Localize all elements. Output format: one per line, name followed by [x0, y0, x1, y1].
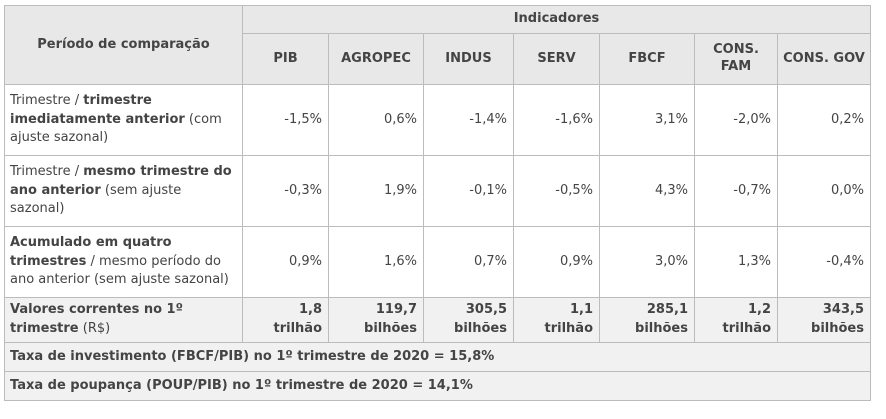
cell-agropec: 119,7 bilhões [328, 297, 424, 343]
cell-indus: -1,4% [423, 84, 514, 156]
column-header-serv: SERV [513, 33, 600, 85]
cell-cons-fam: -0,7% [694, 155, 778, 227]
cell-serv: 1,1 trilhão [513, 297, 600, 343]
table-row: Trimestre / mesmo trimestre do ano anter… [4, 155, 871, 227]
cell-serv: 0,9% [513, 226, 600, 298]
cell-fbcf: 4,3% [599, 155, 695, 227]
column-header-cons-gov: CONS. GOV [777, 33, 871, 85]
column-header-indus: INDUS [423, 33, 514, 85]
cell-cons-gov: -0,4% [777, 226, 871, 298]
investment-rate-note: Taxa de investimento (FBCF/PIB) no 1º tr… [4, 342, 871, 372]
cell-cons-gov: 0,0% [777, 155, 871, 227]
cell-serv: -0,5% [513, 155, 600, 227]
cell-agropec: 1,6% [328, 226, 424, 298]
cell-cons-gov: 343,5 bilhões [777, 297, 871, 343]
cell-pib: 0,9% [242, 226, 329, 298]
cell-cons-fam: 1,3% [694, 226, 778, 298]
period-header: Período de comparação [4, 5, 243, 85]
cell-agropec: 1,9% [328, 155, 424, 227]
savings-rate-row: Taxa de poupança (POUP/PIB) no 1º trimes… [4, 371, 871, 401]
cell-cons-gov: 0,2% [777, 84, 871, 156]
gdp-indicators-table-container: Período de comparação Indicadores PIB AG… [4, 5, 871, 401]
cell-fbcf: 285,1 bilhões [599, 297, 695, 343]
column-header-fbcf: FBCF [599, 33, 695, 85]
column-header-agropec: AGROPEC [328, 33, 424, 85]
cell-indus: 0,7% [423, 226, 514, 298]
indicators-header: Indicadores [242, 5, 871, 34]
table-row: Trimestre / trimestre imediatamente ante… [4, 84, 871, 156]
current-values-row: Valores correntes no 1º trimestre (R$) 1… [4, 297, 871, 343]
row-label: Trimestre / mesmo trimestre do ano anter… [4, 155, 243, 227]
savings-rate-note: Taxa de poupança (POUP/PIB) no 1º trimes… [4, 371, 871, 401]
cell-pib: -1,5% [242, 84, 329, 156]
cell-indus: 305,5 bilhões [423, 297, 514, 343]
cell-agropec: 0,6% [328, 84, 424, 156]
row-label: Trimestre / trimestre imediatamente ante… [4, 84, 243, 156]
cell-cons-fam: 1,2 trilhão [694, 297, 778, 343]
cell-serv: -1,6% [513, 84, 600, 156]
column-header-pib: PIB [242, 33, 329, 85]
cell-pib: -0,3% [242, 155, 329, 227]
cell-indus: -0,1% [423, 155, 514, 227]
cell-fbcf: 3,0% [599, 226, 695, 298]
gdp-indicators-table: Período de comparação Indicadores PIB AG… [4, 5, 871, 401]
investment-rate-row: Taxa de investimento (FBCF/PIB) no 1º tr… [4, 342, 871, 372]
row-label: Valores correntes no 1º trimestre (R$) [4, 297, 243, 343]
row-label: Acumulado em quatro trimestres / mesmo p… [4, 226, 243, 298]
cell-pib: 1,8 trilhão [242, 297, 329, 343]
table-row: Acumulado em quatro trimestres / mesmo p… [4, 226, 871, 298]
column-header-cons-fam: CONS. FAM [694, 33, 778, 85]
cell-fbcf: 3,1% [599, 84, 695, 156]
cell-cons-fam: -2,0% [694, 84, 778, 156]
